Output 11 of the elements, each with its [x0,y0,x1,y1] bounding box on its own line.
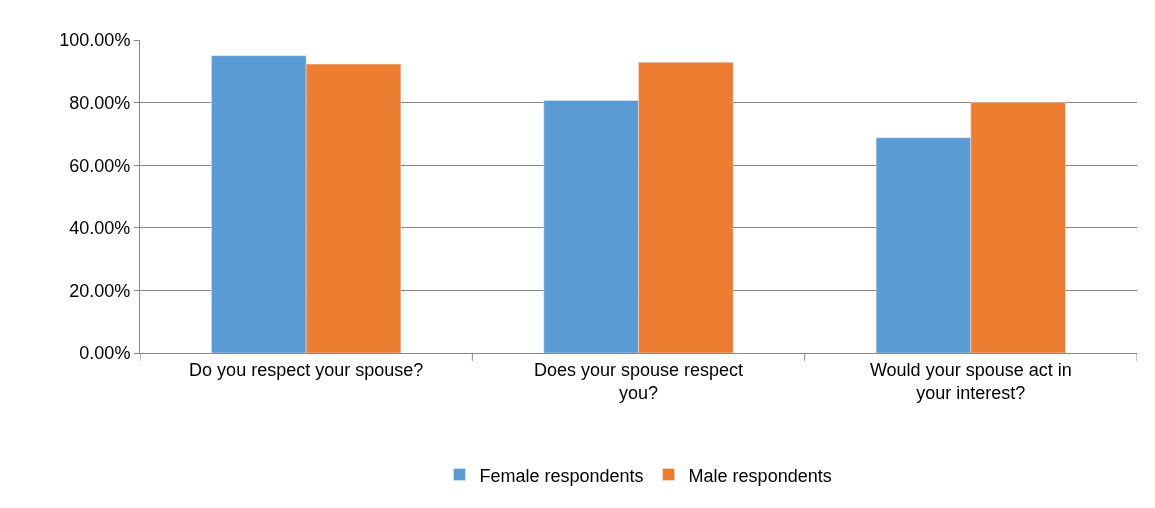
y-tick-label: 60.00% [69,155,131,176]
y-tick-label: 100.00% [59,30,131,51]
x-tick-label: Would your spouse act in your interest? [869,359,1072,403]
y-tick-label: 20.00% [69,280,131,301]
y-tick-label: 40.00% [69,218,131,239]
legend-label: Male respondents [688,465,832,486]
x-tick-label: Does your spouse respect you? [533,359,744,403]
x-tick-label: Do you respect your spouse? [189,359,424,380]
y-tick-label: 0.00% [79,343,131,364]
legend-label: Female respondents [479,465,644,486]
y-tick-label: 80.00% [69,92,131,113]
